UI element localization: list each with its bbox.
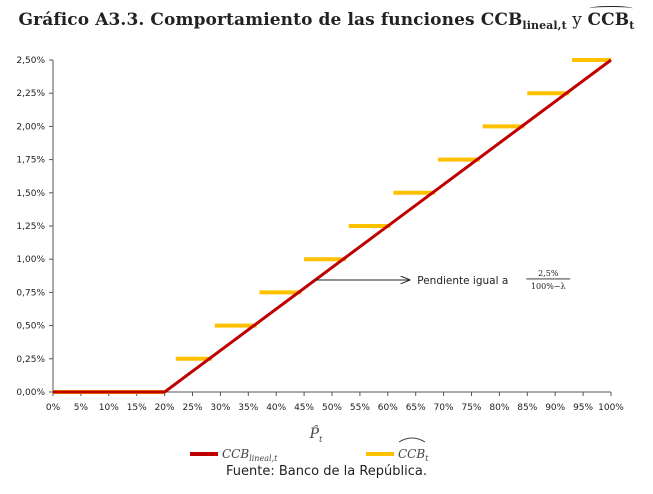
y-tick-label: 0,50% xyxy=(16,322,45,332)
y-tick-label: 0,75% xyxy=(16,288,45,298)
slope-annotation: Pendiente igual a 2,5% 100%−λ xyxy=(315,269,571,291)
title-series1: CCBlineal,t xyxy=(480,10,567,32)
x-tick-label: 25% xyxy=(182,403,202,413)
chart-axes xyxy=(52,60,611,393)
x-tick-label: 45% xyxy=(294,403,314,413)
x-tick-label: 85% xyxy=(517,403,537,413)
annotation-denominator: 100%−λ xyxy=(531,282,566,291)
annotation-text: Pendiente igual a xyxy=(417,275,508,287)
x-axis-label: P̂t xyxy=(309,424,323,444)
x-tick-label: 75% xyxy=(461,403,481,413)
chart-title: Gráfico A3.3. Comportamiento de las func… xyxy=(0,6,653,32)
legend-label-ccb-t: CCBt xyxy=(398,447,429,463)
x-tick-label: 95% xyxy=(573,403,593,413)
x-tick-label: 10% xyxy=(99,403,119,413)
title-prefix: Gráfico A3.3. Comportamiento de las func… xyxy=(18,10,481,30)
x-tick-label: 100% xyxy=(598,403,624,413)
y-tick-label: 2,50% xyxy=(16,56,45,66)
x-axis-ticks: 0% 5% 10% 15% 20% 25% 30% 35% 40% 45% 50% 55% 60% 65%… xyxy=(46,392,624,413)
x-tick-label: 15% xyxy=(127,403,147,413)
y-tick-label: 1,75% xyxy=(16,156,45,166)
x-tick-label: 50% xyxy=(322,403,342,413)
y-tick-label: 0,25% xyxy=(16,355,45,365)
x-tick-label: 70% xyxy=(434,403,454,413)
series-ccb-lineal xyxy=(53,58,612,394)
y-tick-label: 2,00% xyxy=(16,122,45,132)
y-tick-label: 2,25% xyxy=(16,89,45,99)
x-tick-label: 0% xyxy=(46,403,61,413)
x-tick-label: 35% xyxy=(238,403,258,413)
line-ccb-lineal xyxy=(53,58,612,394)
x-tick-label: 65% xyxy=(406,403,426,413)
x-tick-label: 90% xyxy=(545,403,565,413)
y-tick-label: 1,25% xyxy=(16,222,45,232)
title-joiner: y xyxy=(566,10,588,30)
x-tick-label: 60% xyxy=(378,403,398,413)
title-series2: CCBt xyxy=(587,6,635,32)
annotation-numerator: 2,5% xyxy=(538,269,559,278)
svg-text:P̂t: P̂t xyxy=(309,424,323,444)
legend: CCBlineal,t CCBt xyxy=(190,437,429,463)
y-tick-label: 1,00% xyxy=(16,255,45,265)
legend-label-ccb-lineal: CCBlineal,t xyxy=(222,447,278,463)
y-tick-label: 0,00% xyxy=(16,388,45,398)
series-ccb-t xyxy=(53,58,611,394)
x-tick-label: 40% xyxy=(266,403,286,413)
x-tick-label: 20% xyxy=(155,403,175,413)
x-tick-label: 30% xyxy=(210,403,230,413)
y-axis-ticks: 0,00% 0,25% 0,50% 0,75% 1,00% 1,25% 1,50% 1,75%… xyxy=(16,56,53,398)
x-tick-label: 55% xyxy=(350,403,370,413)
x-tick-label: 5% xyxy=(74,403,89,413)
legend-arc-icon xyxy=(398,437,426,443)
y-tick-label: 1,50% xyxy=(16,189,45,199)
x-tick-label: 80% xyxy=(489,403,509,413)
source-note: Fuente: Banco de la República. xyxy=(226,464,427,479)
